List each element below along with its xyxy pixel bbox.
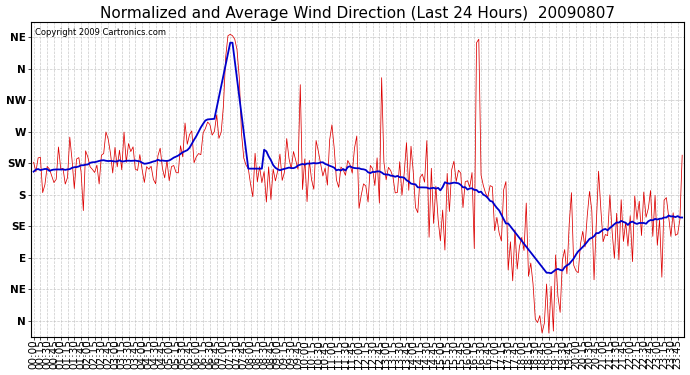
Title: Normalized and Average Wind Direction (Last 24 Hours)  20090807: Normalized and Average Wind Direction (L… (101, 6, 615, 21)
Text: Copyright 2009 Cartronics.com: Copyright 2009 Cartronics.com (34, 28, 166, 37)
